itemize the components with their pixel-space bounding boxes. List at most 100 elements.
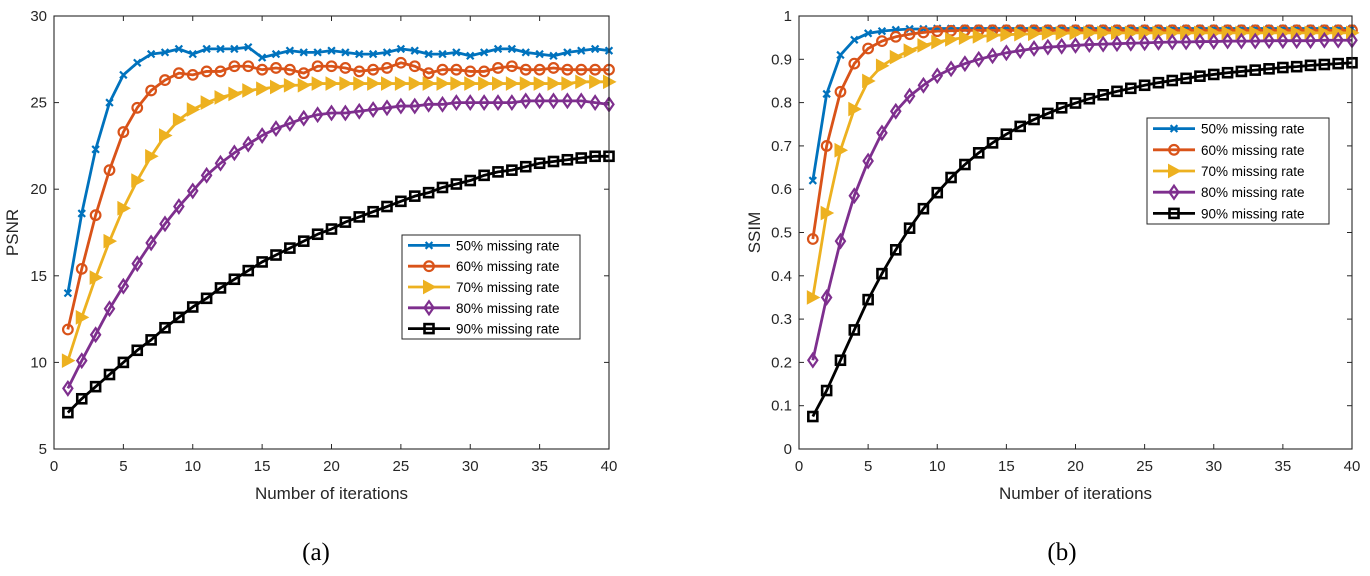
marker-s2-p29: [464, 76, 478, 91]
marker-s2-p2: [834, 142, 849, 158]
marker-s4-p30: [478, 169, 490, 182]
marker-s1-p22: [367, 63, 380, 76]
marker-s3-p23: [1124, 34, 1137, 52]
marker-s1-p13: [242, 60, 255, 73]
marker-s2-p1: [820, 205, 835, 221]
marker-s2-p15: [270, 79, 284, 95]
y-tick-label: 0.9: [771, 51, 792, 68]
marker-s4-p5: [876, 267, 888, 280]
marker-s3-p36: [1304, 32, 1317, 50]
marker-s2-p23: [381, 76, 395, 91]
marker-s2-p15: [1014, 26, 1028, 42]
marker-s2-p11: [958, 30, 973, 45]
marker-s2-p16: [283, 77, 298, 93]
y-tick-label: 0.7: [771, 138, 792, 155]
marker-s1-p19: [325, 60, 338, 73]
marker-s3-p11: [214, 154, 227, 172]
marker-s0-p34: [535, 49, 544, 59]
marker-s2-p7: [903, 43, 918, 58]
marker-s1-p16: [283, 63, 296, 76]
marker-s4-p36: [1304, 59, 1317, 72]
marker-s1-p0: [61, 323, 74, 336]
y-tick-label: 15: [30, 268, 47, 285]
marker-s2-p6: [889, 49, 904, 65]
marker-slegend4-p0: [423, 322, 435, 335]
series-line: [66, 61, 609, 330]
marker-s4-p32: [506, 164, 518, 176]
marker-s0-p27: [438, 49, 447, 59]
marker-s1-p2: [834, 85, 847, 98]
series-line: [811, 27, 1352, 181]
y-tick-label: 0.6: [771, 181, 792, 198]
series-5: [807, 56, 1358, 423]
x-axis-title: Number of iterations: [999, 484, 1152, 503]
legend-label: 90% missing rate: [1201, 206, 1305, 221]
marker-s4-p10: [200, 292, 213, 305]
marker-s0-p13: [244, 42, 253, 52]
marker-s3-p25: [1152, 33, 1165, 51]
marker-s4-p14: [256, 256, 268, 268]
marker-s3-p0: [806, 351, 819, 369]
marker-s1-p2: [89, 209, 102, 222]
marker-s0-p4: [863, 29, 873, 38]
marker-s0-p2: [836, 50, 845, 60]
marker-s1-p23: [381, 62, 393, 74]
marker-s2-p13: [986, 28, 1001, 43]
marker-s0-p20: [341, 48, 350, 57]
marker-s1-p6: [145, 84, 158, 97]
marker-s3-p10: [200, 166, 213, 184]
marker-s3-p12: [972, 50, 985, 68]
legend-label: 60% missing rate: [456, 259, 560, 274]
marker-s4-p15: [270, 249, 282, 261]
marker-s4-p31: [492, 166, 504, 178]
marker-s2-p13: [242, 83, 256, 98]
marker-s3-p23: [381, 99, 393, 117]
series-line: [811, 61, 1353, 418]
marker-s1-p37: [575, 63, 588, 76]
marker-s0-p6: [146, 49, 156, 59]
marker-s2-p9: [931, 34, 945, 50]
marker-s4-p17: [297, 235, 310, 247]
marker-s2-p17: [1041, 25, 1056, 41]
marker-s3-p19: [325, 104, 338, 122]
marker-s1-p38: [589, 63, 602, 76]
marker-s3-p30: [478, 94, 490, 112]
marker-s4-p3: [848, 324, 861, 336]
marker-s3-p28: [450, 94, 463, 112]
marker-s3-p37: [575, 92, 588, 110]
marker-s0-p29: [466, 51, 475, 61]
marker-s3-p3: [103, 300, 116, 318]
marker-s4-p4: [117, 356, 130, 369]
marker-s3-p24: [395, 97, 407, 115]
marker-s4-p25: [408, 190, 421, 202]
marker-s1-p9: [186, 68, 199, 81]
marker-s3-p20: [1083, 36, 1096, 54]
marker-s2-p36: [561, 76, 575, 91]
marker-s4-p20: [1083, 92, 1096, 105]
marker-s4-p9: [186, 301, 199, 313]
marker-s1-p3: [848, 57, 861, 70]
marker-s3-p32: [1249, 32, 1262, 50]
marker-s3-p7: [903, 87, 916, 105]
marker-s0-p3: [105, 98, 114, 107]
marker-s3-p15: [1014, 42, 1027, 60]
marker-s1-p0: [806, 233, 819, 245]
marker-s3-p31: [1235, 32, 1248, 50]
marker-s2-p24: [394, 76, 409, 91]
marker-s4-p8: [173, 311, 185, 324]
marker-s4-p22: [367, 205, 379, 218]
marker-slegend3-p0: [423, 299, 435, 317]
marker-s3-p33: [519, 92, 532, 110]
marker-s3-p26: [1166, 33, 1179, 51]
marker-s4-p12: [972, 147, 985, 159]
marker-s4-p0: [807, 410, 819, 423]
marker-s0-p35: [549, 51, 558, 61]
marker-s3-p3: [848, 187, 861, 205]
marker-s1-p8: [917, 26, 930, 39]
marker-s4-p28: [1194, 70, 1206, 82]
marker-s3-p26: [422, 95, 435, 113]
marker-s3-p35: [547, 92, 560, 110]
marker-s3-p35: [1290, 32, 1303, 50]
y-tick-label: 20: [30, 181, 47, 198]
x-tick-label: 0: [795, 458, 803, 475]
